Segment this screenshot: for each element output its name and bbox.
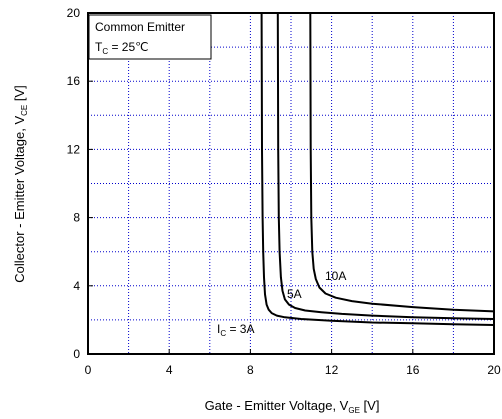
x-tick-label: 8 bbox=[247, 363, 254, 377]
annotation-frame bbox=[88, 14, 212, 60]
y-tick-label: 4 bbox=[73, 279, 80, 293]
x-tick-label: 0 bbox=[85, 363, 92, 377]
axis-ticks: 0 4 8 12 16 20 0 4 8 12 16 20 bbox=[67, 6, 501, 377]
series-curves bbox=[260, 12, 495, 326]
x-tick-label: 16 bbox=[406, 363, 420, 377]
y-tick-label: 8 bbox=[73, 211, 80, 225]
series-label-10a: 10A bbox=[325, 269, 346, 283]
y-tick-label: 12 bbox=[67, 142, 81, 156]
annotation-line-1: Common Emitter bbox=[95, 20, 185, 34]
y-tick-label: 16 bbox=[67, 74, 81, 88]
x-axis-label: Gate - Emitter Voltage, VGE [V] bbox=[205, 398, 380, 415]
x-tick-label: 4 bbox=[166, 363, 173, 377]
y-axis-label: Collector - Emitter Voltage, VCE [V] bbox=[12, 85, 29, 283]
annotation-line-2: TC = 25℃ bbox=[95, 40, 149, 56]
grid bbox=[88, 13, 494, 354]
y-tick-label: 0 bbox=[73, 347, 80, 361]
series-line-1 bbox=[276, 12, 495, 320]
series-line-0 bbox=[260, 12, 495, 326]
annotation-box: Common Emitter TC = 25℃ bbox=[88, 14, 212, 60]
series-label-5a: 5A bbox=[287, 287, 302, 301]
x-tick-label: 12 bbox=[325, 363, 339, 377]
x-tick-label: 20 bbox=[487, 363, 501, 377]
y-tick-label: 20 bbox=[67, 6, 81, 20]
series-label-ic-3a: IC = 3A bbox=[217, 322, 254, 338]
series-line-2 bbox=[309, 12, 495, 313]
plot-frame bbox=[87, 12, 495, 355]
